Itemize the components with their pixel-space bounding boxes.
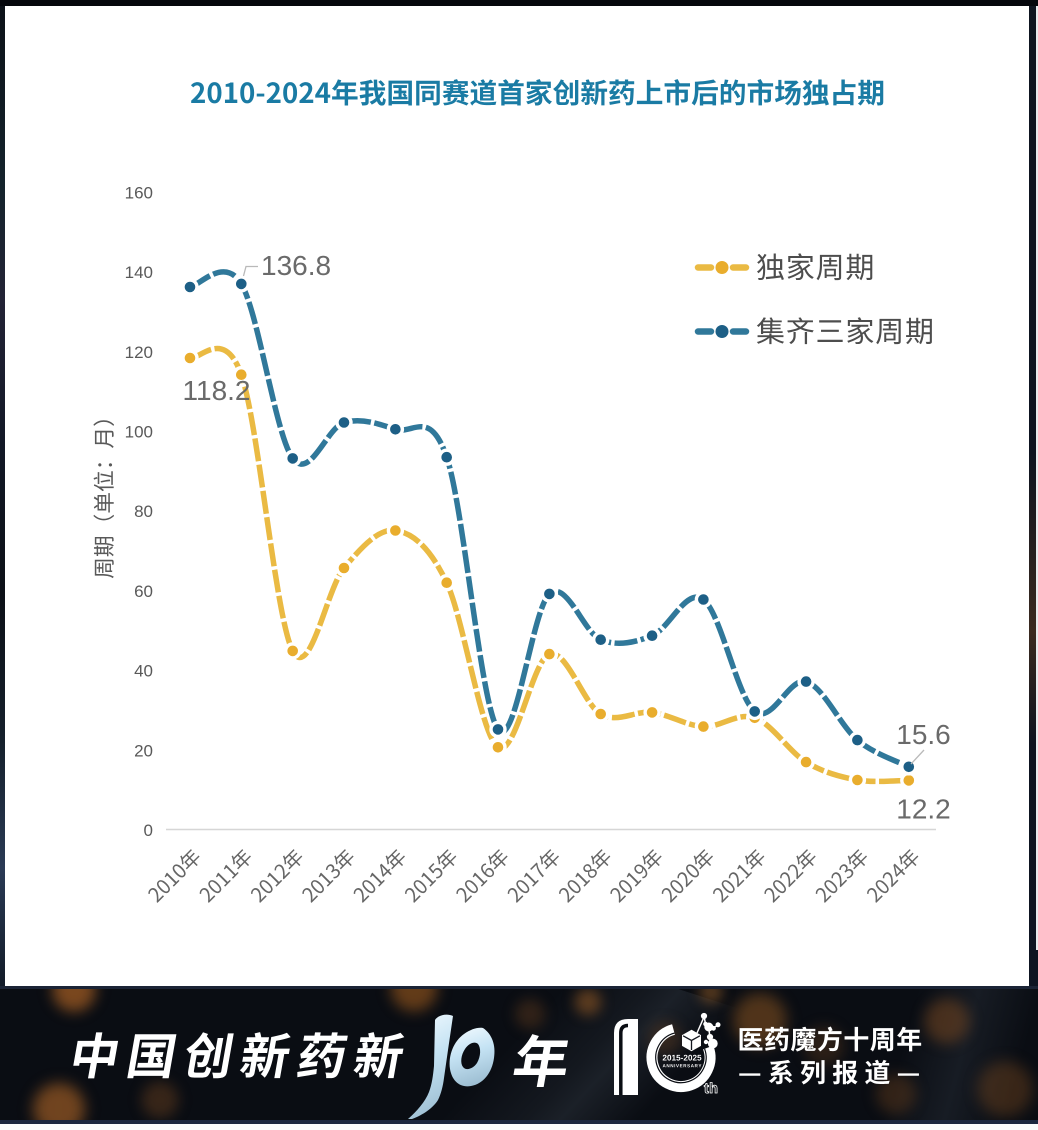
svg-text:118.2: 118.2	[183, 375, 251, 406]
svg-text:140: 140	[125, 263, 153, 282]
svg-text:100: 100	[125, 423, 153, 442]
svg-text:12.2: 12.2	[896, 794, 951, 825]
svg-text:15.6: 15.6	[896, 719, 951, 750]
svg-text:160: 160	[125, 183, 153, 202]
svg-text:120: 120	[125, 343, 153, 362]
svg-text:0: 0	[144, 821, 153, 840]
svg-text:80: 80	[134, 502, 153, 521]
svg-text:136.8: 136.8	[261, 250, 331, 281]
svg-text:20: 20	[134, 741, 153, 760]
svg-text:40: 40	[134, 662, 153, 681]
svg-text:60: 60	[134, 582, 153, 601]
